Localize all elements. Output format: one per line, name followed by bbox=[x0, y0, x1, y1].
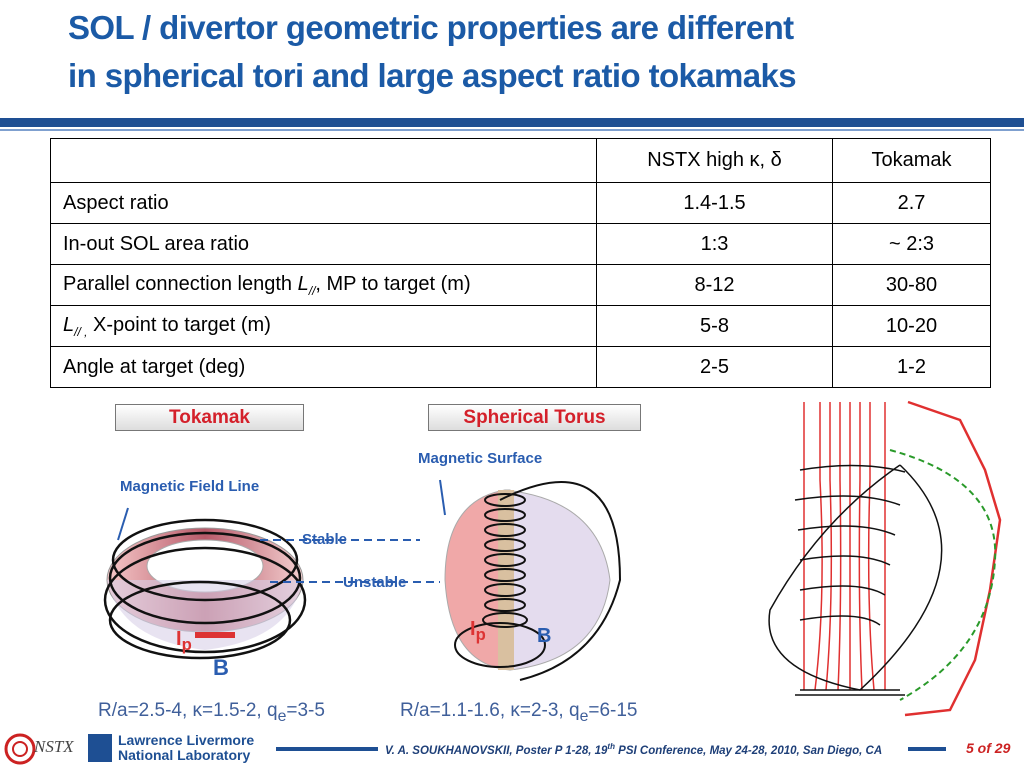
variable: L bbox=[63, 313, 75, 336]
row: Aspect ratio 1.4-1.5 2.7 bbox=[50, 182, 991, 224]
row-label: Angle at target (deg) bbox=[50, 346, 597, 388]
tokamak-drawing bbox=[103, 507, 307, 660]
rule bbox=[276, 747, 378, 751]
llnl-logo bbox=[88, 734, 112, 762]
text: PSI Conference, May 24-28, 2010, San Die… bbox=[614, 744, 883, 757]
title-line: in spherical tori and large aspect ratio… bbox=[68, 57, 797, 94]
caption: R/a=1.1-1.6, κ=2-3, qe=6-15 bbox=[400, 700, 638, 726]
cell: 5-8 bbox=[596, 305, 833, 347]
caption: R/a=2.5-4, κ=1.5-2, qe=3-5 bbox=[98, 700, 325, 726]
subscript: // , bbox=[74, 324, 88, 339]
st-drawing bbox=[439, 479, 622, 681]
cell: 10-20 bbox=[832, 305, 991, 347]
st-box: Spherical Torus bbox=[428, 404, 641, 431]
sup: th bbox=[607, 742, 615, 751]
text: Angle at target (deg) bbox=[63, 355, 246, 378]
text: =3-5 bbox=[286, 700, 325, 721]
header-cell: NSTX high κ, δ bbox=[596, 138, 833, 183]
label: Magnetic Surface bbox=[418, 450, 543, 467]
row: In-out SOL area ratio 1:3 ~ 2:3 bbox=[50, 223, 991, 265]
lab: Lawrence Livermore National Laboratory bbox=[118, 733, 254, 763]
nstx-logo bbox=[4, 733, 36, 765]
table: NSTX high κ, δ Tokamak Aspect ratio 1.4-1.… bbox=[50, 138, 991, 388]
label: Unstable bbox=[343, 574, 407, 591]
cell: 1-2 bbox=[832, 346, 991, 388]
text: Aspect ratio bbox=[63, 191, 169, 214]
current-label: Ip bbox=[470, 618, 486, 645]
title: SOL / divertor geometric properties are … bbox=[68, 4, 797, 100]
text: V. A. SOUKHANOVSKII, Poster P 1-28, 19 bbox=[385, 744, 608, 757]
text: X-point to target (m) bbox=[87, 313, 271, 336]
text: Lawrence Livermore bbox=[118, 732, 255, 748]
title-line: SOL / divertor geometric properties are … bbox=[68, 9, 794, 46]
row: Parallel connection length L//, MP to ta… bbox=[50, 264, 991, 306]
text: National Laboratory bbox=[118, 747, 251, 763]
text: R/a=1.1-1.6, κ=2-3, q bbox=[400, 700, 580, 721]
divertor-drawing bbox=[768, 400, 1002, 717]
row-label: In-out SOL area ratio bbox=[50, 223, 597, 265]
row-label: L// , X-point to target (m) bbox=[50, 305, 597, 347]
header-cell: Tokamak bbox=[832, 138, 991, 183]
citation: V. A. SOUKHANOVSKII, Poster P 1-28, 19th… bbox=[385, 742, 882, 757]
cell: 2-5 bbox=[596, 346, 833, 388]
cell bbox=[50, 138, 597, 183]
text: I bbox=[176, 628, 182, 650]
label: Stable bbox=[302, 531, 348, 548]
rule bbox=[908, 747, 946, 751]
nstx: NSTX bbox=[34, 737, 74, 756]
current-label: Ip bbox=[176, 628, 192, 655]
text: R/a=2.5-4, κ=1.5-2, q bbox=[98, 700, 278, 721]
row-label: Aspect ratio bbox=[50, 182, 597, 224]
page-number: 5 of 29 bbox=[966, 740, 1011, 756]
text: I bbox=[470, 618, 476, 640]
label: B bbox=[213, 655, 229, 680]
label: B bbox=[537, 625, 552, 647]
cell: ~ 2:3 bbox=[832, 223, 991, 265]
text: =6-15 bbox=[588, 700, 638, 721]
tokamak-box: Tokamak bbox=[115, 404, 304, 431]
row: Angle at target (deg) 2-5 1-2 bbox=[50, 346, 991, 388]
header-row: NSTX high κ, δ Tokamak bbox=[50, 138, 991, 183]
cell: 30-80 bbox=[832, 264, 991, 306]
text: Parallel connection length bbox=[63, 272, 298, 295]
header-bar bbox=[0, 118, 1024, 127]
header-rule bbox=[0, 129, 1024, 131]
text: , MP to target (m) bbox=[315, 272, 471, 295]
cell: 1.4-1.5 bbox=[596, 182, 833, 224]
sub: p bbox=[475, 625, 486, 644]
cell: 2.7 bbox=[832, 182, 991, 224]
variable: L bbox=[297, 272, 309, 295]
text: In-out SOL area ratio bbox=[63, 232, 250, 255]
subscript: // bbox=[308, 283, 316, 298]
row: L// , X-point to target (m) 5-8 10-20 bbox=[50, 305, 991, 347]
sub: e bbox=[579, 707, 589, 725]
sub: e bbox=[277, 707, 287, 725]
label: Magnetic Field Line bbox=[120, 478, 260, 495]
sub: p bbox=[181, 635, 192, 654]
